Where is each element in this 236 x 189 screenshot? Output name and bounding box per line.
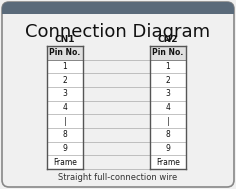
Text: 8: 8 — [63, 130, 67, 139]
Bar — [2, 8, 234, 14]
Text: Frame: Frame — [53, 158, 77, 167]
Text: Connection Diagram: Connection Diagram — [25, 23, 211, 41]
Text: |: | — [167, 117, 169, 126]
Text: CN1: CN1 — [55, 35, 75, 43]
Bar — [47, 46, 83, 60]
Text: 2: 2 — [166, 76, 170, 85]
Text: Pin No.: Pin No. — [49, 48, 81, 57]
Text: 3: 3 — [166, 89, 170, 98]
Text: 4: 4 — [166, 103, 170, 112]
Text: 3: 3 — [63, 89, 67, 98]
Text: 1: 1 — [166, 62, 170, 71]
Text: CN2: CN2 — [158, 35, 178, 43]
Text: 8: 8 — [166, 130, 170, 139]
Text: 9: 9 — [63, 144, 67, 153]
Bar — [150, 46, 186, 60]
FancyBboxPatch shape — [2, 2, 234, 187]
Bar — [150, 46, 186, 169]
Bar — [47, 46, 83, 169]
Text: |: | — [64, 117, 66, 126]
FancyBboxPatch shape — [2, 2, 234, 14]
Text: Frame: Frame — [156, 158, 180, 167]
Text: 2: 2 — [63, 76, 67, 85]
Text: Straight full-connection wire: Straight full-connection wire — [58, 174, 178, 183]
Text: 9: 9 — [166, 144, 170, 153]
Text: Pin No.: Pin No. — [152, 48, 184, 57]
Text: 1: 1 — [63, 62, 67, 71]
Text: 4: 4 — [63, 103, 67, 112]
